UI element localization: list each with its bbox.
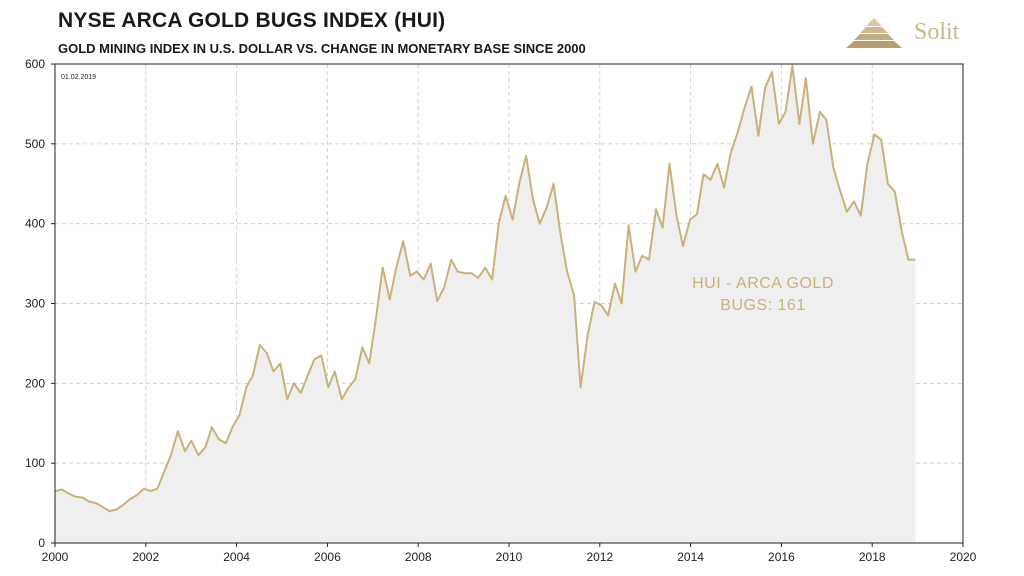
x-tick-label: 2010 — [496, 550, 523, 564]
x-tick-label: 2000 — [42, 550, 69, 564]
y-tick-label: 400 — [25, 217, 45, 231]
y-tick-label: 0 — [38, 536, 45, 550]
x-tick-label: 2014 — [677, 550, 704, 564]
x-tick-label: 2012 — [586, 550, 613, 564]
logo-text: Solit — [914, 19, 960, 45]
x-tick-label: 2018 — [859, 550, 886, 564]
annotation-label: HUI - ARCA GOLD — [692, 275, 834, 292]
series-line — [54, 64, 916, 513]
x-tick-label: 2002 — [132, 550, 159, 564]
x-tick-label: 2006 — [314, 550, 341, 564]
chart-subtitle: GOLD MINING INDEX IN U.S. DOLLAR VS. CHA… — [58, 41, 586, 56]
x-tick-label: 2016 — [768, 550, 795, 564]
pyramid-icon — [846, 18, 902, 48]
date-stamp: 01.02.2019 — [61, 74, 96, 81]
solit-logo: Solit — [842, 14, 982, 54]
x-tick-label: 2004 — [223, 550, 250, 564]
x-tick-label: 2020 — [950, 550, 977, 564]
x-tick-label: 2008 — [405, 550, 432, 564]
series-area — [55, 65, 916, 543]
chart-title: NYSE ARCA GOLD BUGS INDEX (HUI) — [58, 9, 446, 32]
y-tick-label: 200 — [25, 376, 45, 390]
y-tick-label: 300 — [25, 297, 45, 311]
y-tick-label: 600 — [25, 57, 45, 71]
y-tick-label: 500 — [25, 137, 45, 151]
annotation-label: BUGS: 161 — [720, 297, 805, 314]
y-tick-label: 100 — [25, 456, 45, 470]
